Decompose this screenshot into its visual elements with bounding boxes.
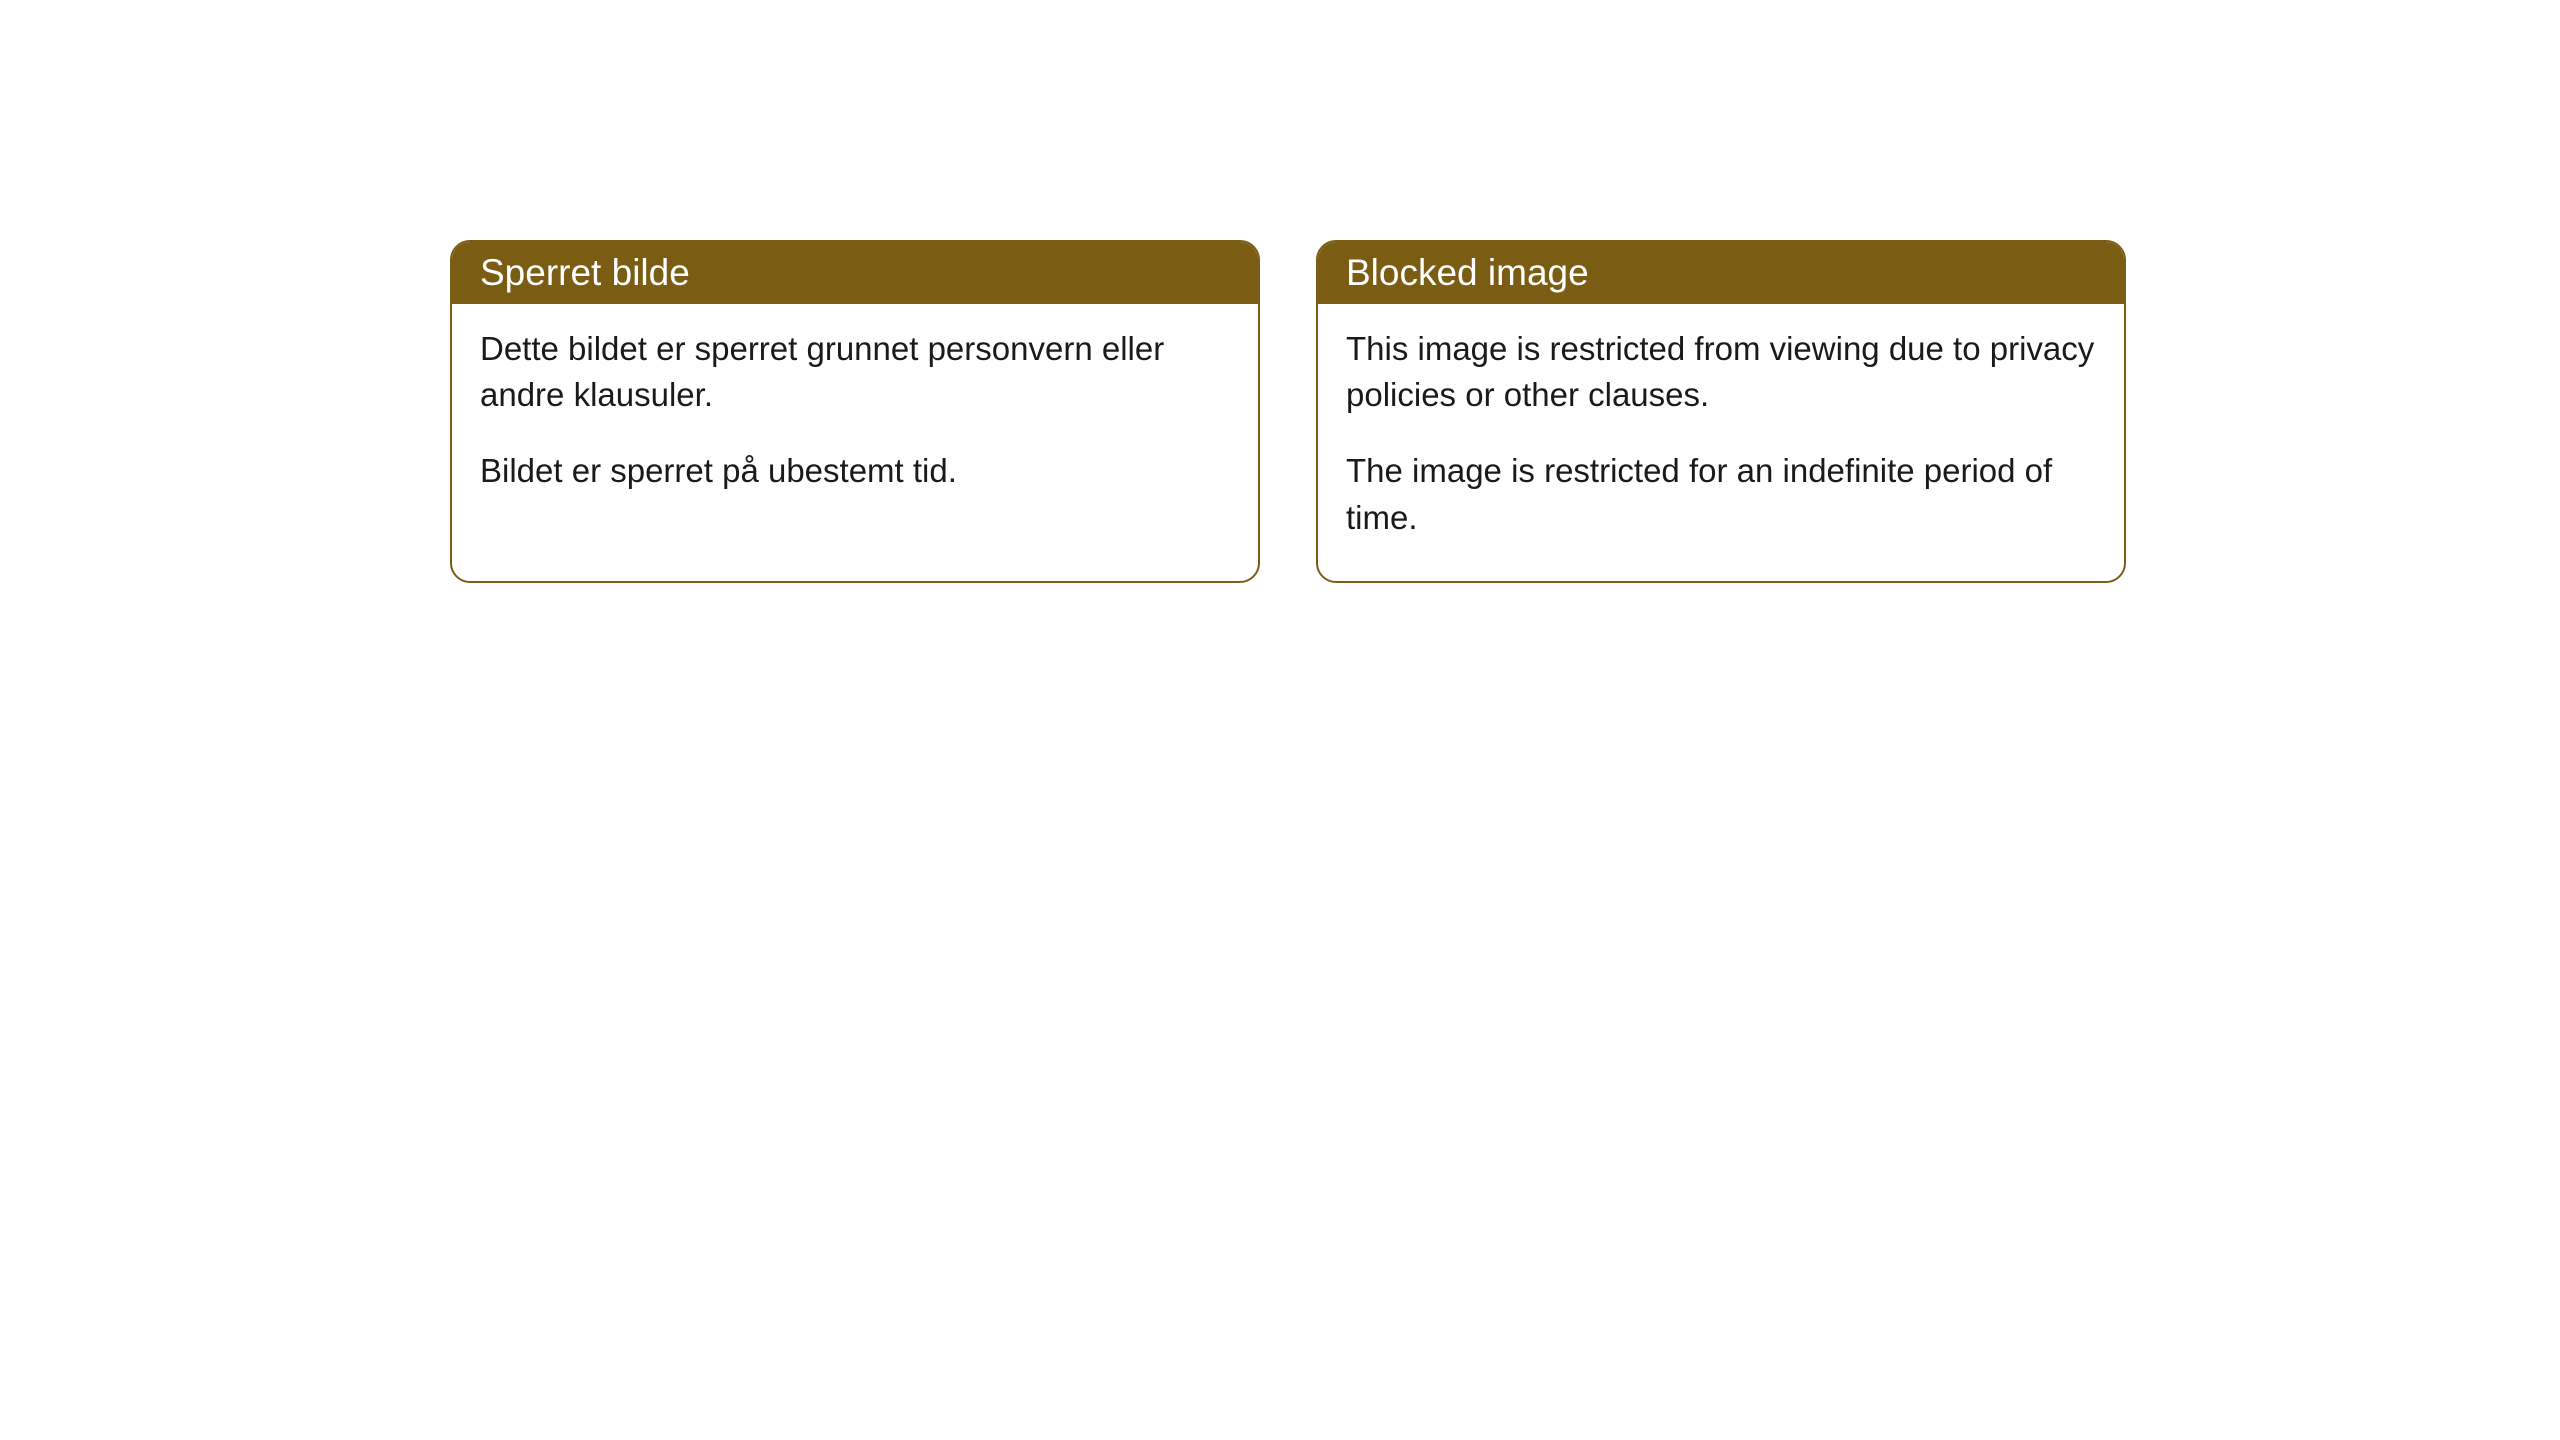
notice-header: Sperret bilde [452, 242, 1258, 304]
notice-card-english: Blocked image This image is restricted f… [1316, 240, 2126, 583]
notice-body: Dette bildet er sperret grunnet personve… [452, 304, 1258, 535]
notice-title: Sperret bilde [480, 252, 690, 293]
notice-paragraph: This image is restricted from viewing du… [1346, 326, 2096, 418]
notice-paragraph: The image is restricted for an indefinit… [1346, 448, 2096, 540]
notice-header: Blocked image [1318, 242, 2124, 304]
notice-container: Sperret bilde Dette bildet er sperret gr… [450, 240, 2126, 583]
notice-body: This image is restricted from viewing du… [1318, 304, 2124, 581]
notice-paragraph: Dette bildet er sperret grunnet personve… [480, 326, 1230, 418]
notice-card-norwegian: Sperret bilde Dette bildet er sperret gr… [450, 240, 1260, 583]
notice-title: Blocked image [1346, 252, 1589, 293]
notice-paragraph: Bildet er sperret på ubestemt tid. [480, 448, 1230, 494]
